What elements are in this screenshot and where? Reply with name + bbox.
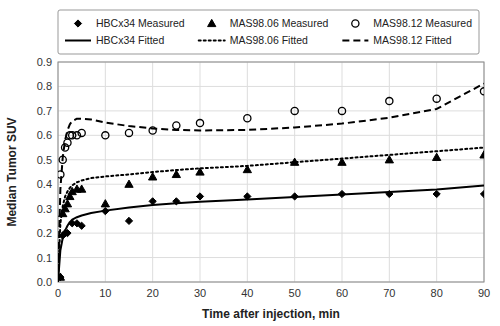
tick-label: 0	[55, 287, 61, 299]
tick-label: 0.4	[37, 178, 52, 190]
measured-point	[101, 200, 109, 207]
measured-point	[480, 88, 484, 95]
grid-line	[58, 86, 484, 87]
legend-label: MAS98.06 Measured	[230, 17, 329, 29]
measured-point	[125, 217, 132, 224]
measured-point	[244, 115, 251, 122]
tick-label: 0.7	[37, 105, 52, 117]
fitted-line	[58, 185, 484, 282]
plot-frame	[58, 62, 484, 282]
measured-point	[480, 151, 484, 158]
x-axis-label: Time after injection, min	[202, 307, 340, 321]
tick-label: 0.9	[37, 56, 52, 68]
measured-point	[385, 156, 393, 163]
grid-line	[58, 257, 484, 258]
measured-point	[78, 129, 85, 136]
grid-line	[342, 62, 343, 282]
legend-frame	[58, 10, 479, 54]
measured-point	[291, 107, 298, 114]
legend-swatch	[65, 40, 91, 42]
legend-swatch	[208, 19, 216, 26]
y-axis-label: Median Tumor SUV	[5, 117, 19, 226]
measured-point	[78, 222, 85, 229]
legend-label: MAS98.12 Fitted	[373, 34, 451, 46]
fitted-line	[58, 84, 484, 282]
measured-point	[480, 190, 484, 197]
measured-point	[338, 107, 345, 114]
measured-point	[433, 190, 440, 197]
grid-line	[58, 110, 484, 111]
legend-swatch	[342, 40, 368, 42]
measured-point	[78, 185, 86, 192]
measured-point	[386, 98, 393, 105]
measured-point	[125, 129, 132, 136]
grid-line	[58, 159, 484, 160]
measured-point	[102, 132, 109, 139]
tick-label: 50	[289, 287, 301, 299]
tick-label: 0.8	[37, 80, 52, 92]
grid-line	[58, 233, 484, 234]
tick-label: 40	[241, 287, 253, 299]
tick-label: 0.0	[37, 276, 52, 288]
tick-label: 0.3	[37, 203, 52, 215]
tick-label: 0.2	[37, 227, 52, 239]
legend-label: HBCx34 Measured	[96, 17, 185, 29]
legend-label: HBCx34 Fitted	[96, 34, 164, 46]
chart: 0 10 20 30 40 50 60 70 80 90 0.0 0.1 0.2 0.3 0.4 0.5 0.6…	[0, 0, 500, 326]
tick-label: 0.5	[37, 154, 52, 166]
grid-line	[105, 62, 106, 282]
legend-swatch	[199, 40, 225, 42]
grid-line	[58, 135, 484, 136]
measured-point	[433, 153, 441, 160]
measured-point	[172, 170, 180, 177]
axes: 0 10 20 30 40 50 60 70 80 90 0.0 0.1 0.2 0.3 0.4 0.5 0.6…	[5, 56, 490, 321]
legend-label: MAS98.06 Fitted	[230, 34, 308, 46]
grid-line	[294, 62, 295, 282]
marks	[58, 84, 484, 282]
measured-point	[196, 120, 203, 127]
tick-label: 30	[194, 287, 206, 299]
measured-point	[173, 122, 180, 129]
grid-line	[58, 184, 484, 185]
legend-swatch	[74, 20, 81, 27]
tick-label: 0.6	[37, 129, 52, 141]
measured-point	[433, 95, 440, 102]
measured-point	[149, 173, 157, 180]
legend: HBCx34 Measured MAS98.06 Measured MAS98.12…	[58, 10, 479, 54]
tick-label: 90	[478, 287, 490, 299]
tick-label: 70	[383, 287, 395, 299]
tick-label: 10	[99, 287, 111, 299]
grid-line	[389, 62, 390, 282]
grid	[58, 62, 484, 282]
legend-label: MAS98.12 Measured	[373, 17, 472, 29]
measured-point	[196, 193, 203, 200]
tick-label: 80	[431, 287, 443, 299]
fitted-line	[58, 148, 484, 282]
tick-label: 0.1	[37, 252, 52, 264]
tick-label: 20	[147, 287, 159, 299]
legend-swatch	[352, 20, 359, 27]
measured-point	[125, 180, 133, 187]
tick-label: 60	[336, 287, 348, 299]
